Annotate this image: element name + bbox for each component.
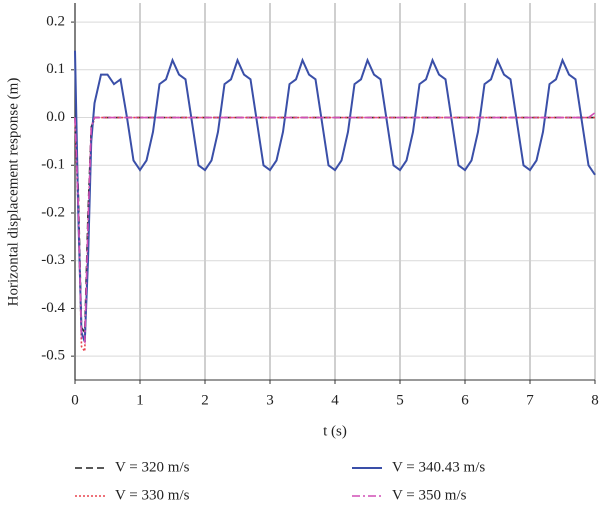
x-tick-label: 4 — [331, 392, 339, 408]
x-tick-label: 3 — [266, 392, 274, 408]
x-tick-label: 1 — [136, 392, 144, 408]
x-tick-label: 8 — [591, 392, 599, 408]
y-tick-label: -0.3 — [41, 252, 65, 268]
x-axis-label: t (s) — [323, 423, 347, 439]
x-tick-label: 0 — [71, 392, 79, 408]
x-tick-label: 2 — [201, 392, 209, 408]
x-tick-label: 6 — [461, 392, 469, 408]
y-tick-label: 0.2 — [46, 14, 65, 30]
y-tick-label: -0.4 — [41, 300, 65, 316]
y-tick-label: -0.2 — [41, 204, 65, 220]
y-tick-label: -0.5 — [41, 348, 65, 364]
series-line — [74, 112, 596, 345]
x-tick-label: 7 — [526, 392, 534, 408]
y-tick-label: -0.1 — [41, 157, 65, 173]
y-tick-label: 0.1 — [46, 61, 65, 77]
legend-label: V = 340.43 m/s — [392, 459, 485, 475]
y-axis-label: Horizontal displacement response (m) — [5, 78, 21, 307]
y-tick-label: 0.0 — [46, 109, 65, 125]
legend-label: V = 320 m/s — [115, 459, 190, 475]
legend-label: V = 330 m/s — [115, 487, 190, 503]
legend-label: V = 350 m/s — [392, 487, 467, 503]
series-line — [74, 50, 596, 343]
x-tick-label: 5 — [396, 392, 404, 408]
